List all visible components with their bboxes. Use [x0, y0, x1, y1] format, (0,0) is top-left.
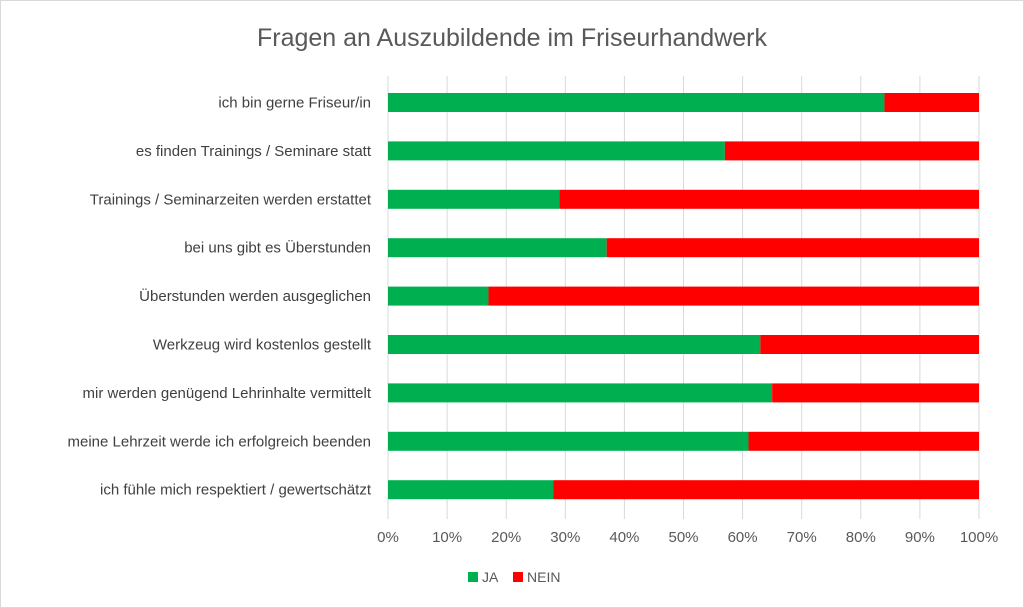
category-label: Überstunden werden ausgeglichen	[139, 287, 371, 305]
legend-label-nein: NEIN	[527, 569, 560, 585]
x-tick-label: 50%	[668, 529, 698, 546]
x-tick-label: 10%	[432, 529, 462, 546]
bar-ja	[388, 238, 607, 258]
category-label: Werkzeug wird kostenlos gestellt	[153, 337, 372, 354]
category-label: ich fühle mich respektiert / gewertschät…	[100, 482, 372, 499]
x-tick-label: 40%	[609, 529, 639, 546]
bar-nein	[488, 286, 979, 306]
category-label: ich bin gerne Friseur/in	[218, 95, 371, 112]
x-tick-label: 70%	[787, 529, 817, 546]
bar-nein	[553, 480, 979, 500]
x-tick-label: 30%	[550, 529, 580, 546]
bar-nein	[559, 189, 979, 209]
x-tick-label: 100%	[960, 529, 998, 546]
legend: JA NEIN	[468, 569, 560, 585]
legend-swatch-ja	[468, 572, 478, 582]
x-tick-labels: 0% 10% 20% 30% 40% 50% 60% 70% 80% 90% 100%	[377, 529, 998, 546]
category-label: bei uns gibt es Überstunden	[184, 239, 371, 257]
category-label: es finden Trainings / Seminare statt	[136, 143, 372, 160]
bar-ja	[388, 189, 560, 209]
x-tick-label: 0%	[377, 529, 399, 546]
bar-ja	[388, 141, 725, 161]
x-tick-label: 60%	[728, 529, 758, 546]
legend-label-ja: JA	[482, 569, 499, 585]
bar-nein	[772, 383, 979, 403]
x-tick-label: 80%	[846, 529, 876, 546]
bar-ja	[388, 480, 554, 500]
chart-title: Fragen an Auszubildende im Friseurhandwe…	[257, 24, 767, 52]
bar-nein	[760, 335, 979, 354]
bar-nein	[748, 431, 979, 451]
bar-ja	[388, 335, 761, 354]
category-label: Trainings / Seminarzeiten werden erstatt…	[90, 191, 372, 208]
bar-nein	[884, 93, 979, 112]
x-tick-label: 90%	[905, 529, 935, 546]
bar-nein	[724, 141, 979, 161]
bar-ja	[388, 286, 489, 306]
bar-ja	[388, 431, 749, 451]
bar-nein	[606, 238, 979, 258]
bar-ja	[388, 93, 885, 112]
x-tick-label: 20%	[491, 529, 521, 546]
legend-swatch-nein	[513, 572, 523, 582]
bar-ja	[388, 383, 773, 403]
category-label: meine Lehrzeit werde ich erfolgreich bee…	[67, 433, 371, 450]
bars	[388, 93, 979, 500]
category-labels: ich bin gerne Friseur/in es finden Traini…	[67, 95, 371, 499]
category-label: mir werden genügend Lehrinhalte vermitte…	[83, 385, 372, 402]
